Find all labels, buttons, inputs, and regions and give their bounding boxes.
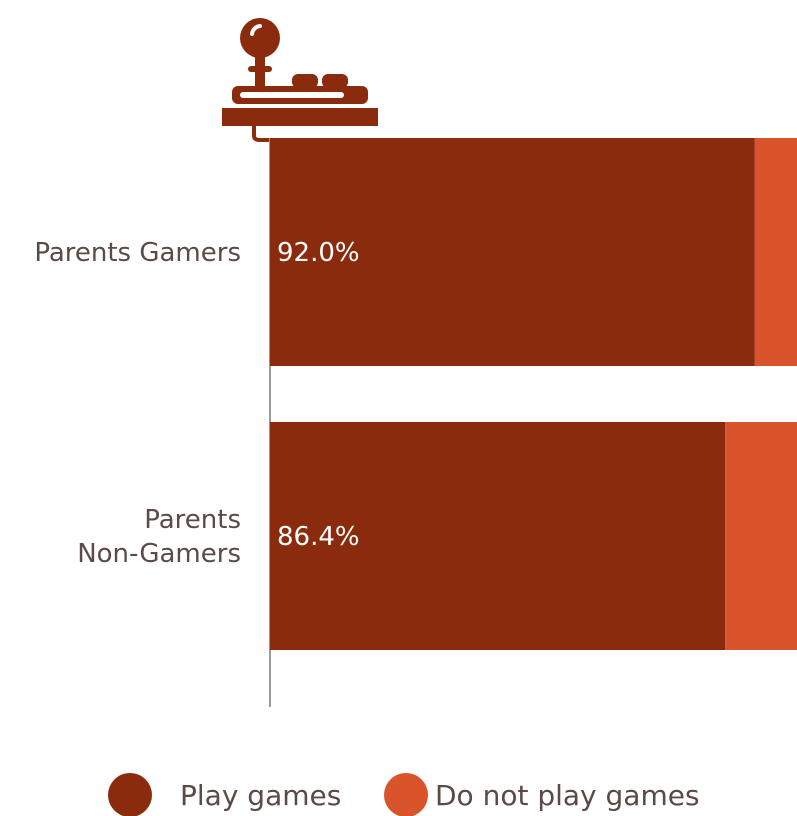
category-label: Non-Gamers <box>77 539 241 569</box>
data-label: 86.4% <box>277 522 360 552</box>
joystick-icon-part <box>240 18 280 58</box>
bar-do-not-play-games-1 <box>725 422 797 650</box>
legend-label: Play games <box>180 779 341 812</box>
joystick-icon-part <box>240 92 344 98</box>
labels: 92.0% Parents Gamers 86.4% Parents Non-Gamer… <box>34 238 359 569</box>
joystick-icon <box>222 18 378 142</box>
legend-label: Do not play games <box>435 779 700 812</box>
legend-marker <box>108 773 152 816</box>
bar-play-games-1 <box>270 422 726 650</box>
joystick-icon-part <box>292 74 318 88</box>
joystick-icon-part <box>222 108 378 126</box>
data-label: 92.0% <box>277 238 360 268</box>
category-label: Parents <box>144 505 241 535</box>
category-label: Parents Gamers <box>34 238 241 268</box>
joystick-icon-part <box>255 56 265 92</box>
bar-play-games-0 <box>270 138 755 366</box>
legend-marker <box>384 773 428 816</box>
legend: Play games Do not play games <box>108 773 700 816</box>
joystick-icon-part <box>252 126 296 142</box>
bar-do-not-play-games-0 <box>754 138 797 366</box>
joystick-icon-part <box>248 66 272 72</box>
joystick-icon-part <box>322 74 348 88</box>
joystick-icon-part <box>250 24 262 36</box>
bars <box>270 138 797 650</box>
